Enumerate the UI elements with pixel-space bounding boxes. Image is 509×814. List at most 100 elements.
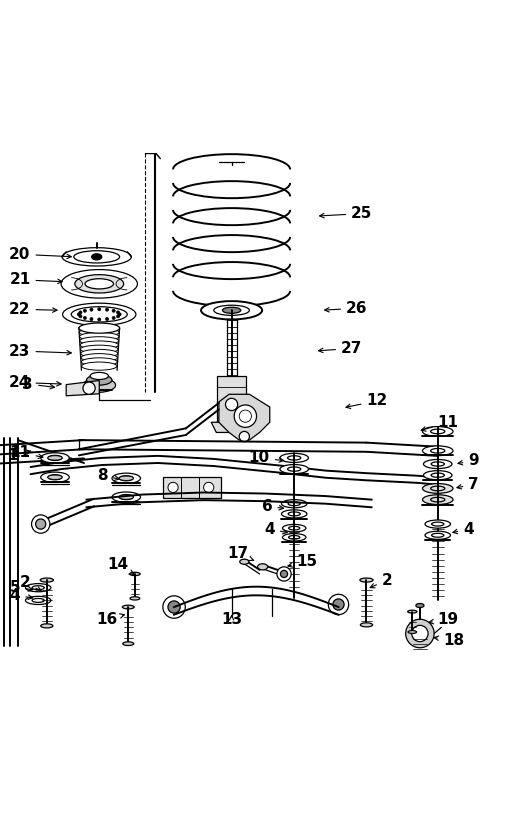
Text: 22: 22 <box>9 302 57 317</box>
Ellipse shape <box>432 533 444 537</box>
Ellipse shape <box>360 578 373 582</box>
Ellipse shape <box>81 358 117 366</box>
Ellipse shape <box>416 603 424 607</box>
Ellipse shape <box>74 251 120 263</box>
Ellipse shape <box>431 497 445 502</box>
Text: 1: 1 <box>7 448 31 463</box>
Ellipse shape <box>431 449 445 453</box>
Text: 4: 4 <box>264 522 287 536</box>
Ellipse shape <box>79 324 120 332</box>
Ellipse shape <box>288 467 301 471</box>
Polygon shape <box>66 380 99 396</box>
Circle shape <box>328 594 349 615</box>
Ellipse shape <box>432 522 444 526</box>
Ellipse shape <box>48 456 62 460</box>
Ellipse shape <box>222 307 241 313</box>
Ellipse shape <box>288 512 300 516</box>
Ellipse shape <box>25 584 51 592</box>
Text: 5: 5 <box>10 580 33 595</box>
Text: 23: 23 <box>9 344 71 358</box>
Text: 9: 9 <box>458 453 479 468</box>
Text: 14: 14 <box>107 558 134 575</box>
Circle shape <box>333 599 344 610</box>
Ellipse shape <box>360 623 373 627</box>
Ellipse shape <box>81 353 118 361</box>
Circle shape <box>168 601 180 613</box>
Ellipse shape <box>61 269 137 298</box>
Circle shape <box>77 313 80 316</box>
Circle shape <box>117 311 120 314</box>
Text: 27: 27 <box>319 341 362 356</box>
Ellipse shape <box>281 510 307 518</box>
Ellipse shape <box>214 305 249 315</box>
Circle shape <box>90 317 93 321</box>
Ellipse shape <box>281 500 307 508</box>
Ellipse shape <box>40 578 53 582</box>
Ellipse shape <box>41 624 53 628</box>
Ellipse shape <box>130 597 140 600</box>
Ellipse shape <box>80 341 119 349</box>
Circle shape <box>98 308 101 311</box>
Circle shape <box>412 625 428 641</box>
Ellipse shape <box>422 495 453 505</box>
Circle shape <box>112 309 115 313</box>
Text: 20: 20 <box>9 247 71 262</box>
Ellipse shape <box>79 332 119 340</box>
Ellipse shape <box>75 274 124 293</box>
Ellipse shape <box>71 307 127 322</box>
Text: 16: 16 <box>96 612 124 628</box>
Ellipse shape <box>122 605 134 609</box>
Ellipse shape <box>48 475 62 479</box>
Ellipse shape <box>41 472 69 483</box>
Text: 17: 17 <box>227 546 254 561</box>
Ellipse shape <box>408 631 416 633</box>
Ellipse shape <box>431 486 445 491</box>
Polygon shape <box>211 422 252 432</box>
Ellipse shape <box>83 378 116 392</box>
Ellipse shape <box>288 456 301 460</box>
Text: 4: 4 <box>453 522 474 536</box>
Text: 13: 13 <box>221 612 242 628</box>
Ellipse shape <box>282 524 306 532</box>
Circle shape <box>36 519 46 529</box>
Circle shape <box>163 596 185 619</box>
Ellipse shape <box>240 559 249 564</box>
Ellipse shape <box>48 455 62 461</box>
Text: 26: 26 <box>325 300 367 316</box>
Ellipse shape <box>80 337 119 345</box>
Ellipse shape <box>288 501 300 505</box>
Ellipse shape <box>79 328 119 336</box>
Circle shape <box>112 317 115 319</box>
Ellipse shape <box>431 473 444 477</box>
Ellipse shape <box>280 465 308 474</box>
Ellipse shape <box>81 362 117 370</box>
Ellipse shape <box>408 610 417 613</box>
Text: 6: 6 <box>262 499 284 514</box>
Ellipse shape <box>289 527 300 530</box>
Circle shape <box>234 405 257 427</box>
Text: 8: 8 <box>97 468 119 484</box>
Circle shape <box>98 318 101 321</box>
Circle shape <box>168 483 178 492</box>
Polygon shape <box>219 394 270 440</box>
Circle shape <box>105 317 108 321</box>
Bar <box>163 477 221 497</box>
Ellipse shape <box>431 462 444 466</box>
Ellipse shape <box>119 475 133 481</box>
Ellipse shape <box>431 429 445 434</box>
Circle shape <box>118 313 121 316</box>
Text: 7: 7 <box>457 477 479 492</box>
Circle shape <box>105 309 108 311</box>
Circle shape <box>280 571 288 577</box>
Bar <box>217 376 246 422</box>
Ellipse shape <box>422 427 453 436</box>
Circle shape <box>239 410 251 422</box>
Ellipse shape <box>422 446 453 456</box>
Text: 12: 12 <box>346 393 388 409</box>
Text: 2: 2 <box>20 575 41 591</box>
Ellipse shape <box>258 564 268 570</box>
Ellipse shape <box>280 453 308 462</box>
Circle shape <box>79 315 82 317</box>
Ellipse shape <box>201 301 262 319</box>
Ellipse shape <box>87 375 112 385</box>
